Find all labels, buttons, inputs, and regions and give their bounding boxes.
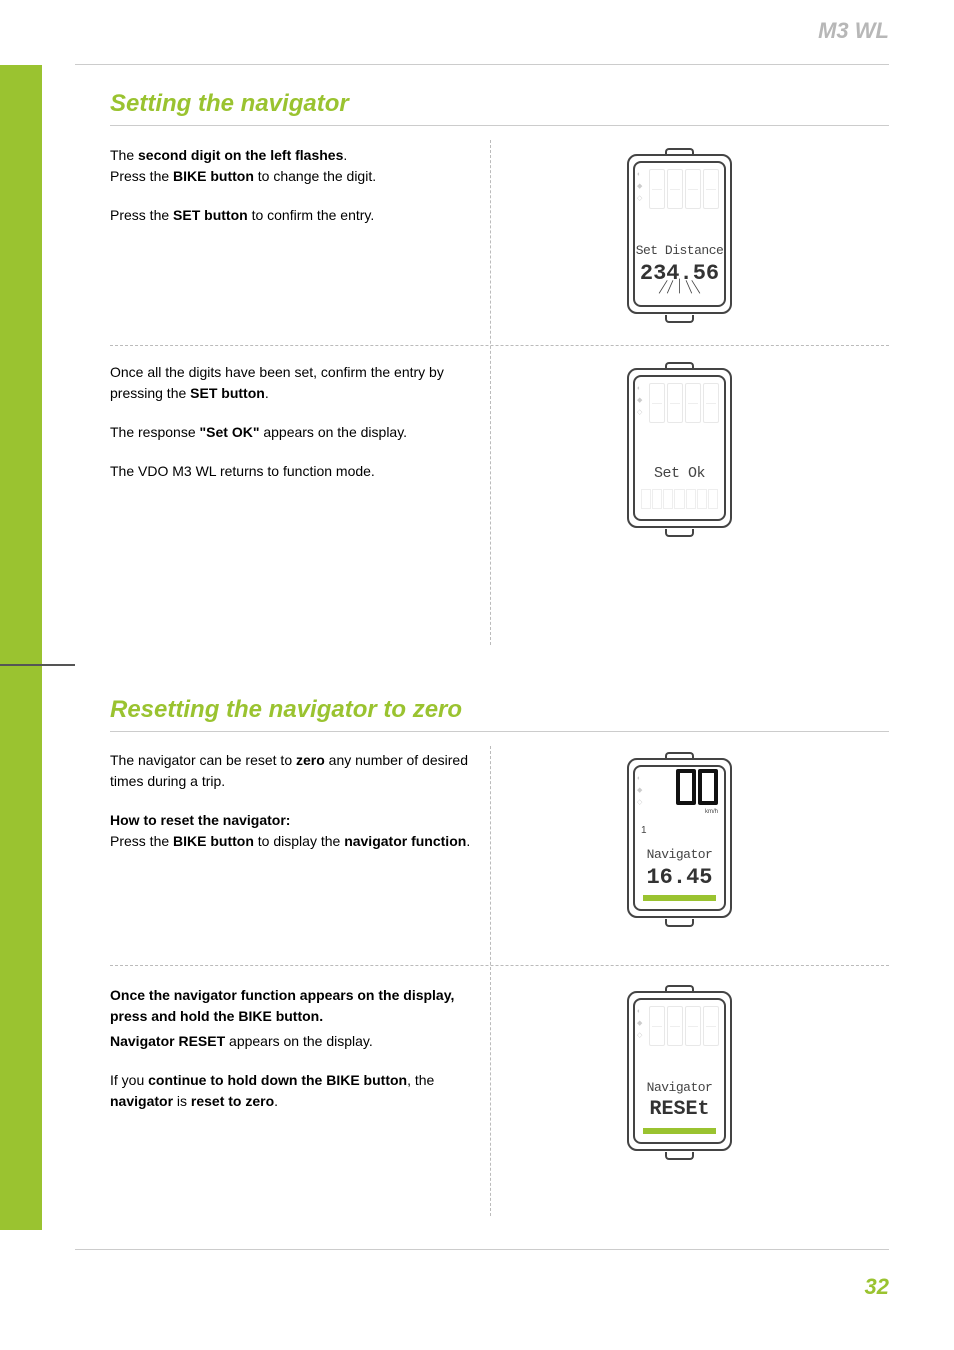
section-divider-rule: [0, 664, 75, 666]
text-bold: navigator function: [344, 833, 466, 849]
text: Press the: [110, 168, 173, 184]
section1-title: Setting the navigator: [110, 90, 349, 118]
section1-block1: The second digit on the left flashes. Pr…: [110, 145, 480, 244]
lcd-label: Navigator: [635, 1080, 724, 1095]
text: Press the: [110, 207, 173, 223]
header-rule: [75, 64, 889, 65]
accent-bar: [643, 895, 716, 901]
text-bold: SET button: [190, 385, 265, 401]
text-bold: second digit on the left flashes: [138, 147, 343, 163]
section2-block1: The navigator can be reset to zero any n…: [110, 750, 480, 852]
text-bold: BIKE button: [173, 168, 254, 184]
accent-bar: [643, 1128, 716, 1134]
horizontal-separator-2: [110, 965, 889, 966]
text: The navigator can be reset to: [110, 752, 296, 768]
lcd-indicator: 1: [641, 825, 647, 836]
text-bold: navigator: [110, 1093, 173, 1109]
text: to confirm the entry.: [248, 207, 375, 223]
text-bold: BIKE button: [173, 833, 254, 849]
lcd-unit: km/h: [705, 809, 718, 815]
text-bold: How to reset the navigator:: [110, 812, 290, 828]
lcd-value: RESEt: [635, 1098, 724, 1121]
text-bold: reset to zero: [191, 1093, 274, 1109]
text-bold: zero: [296, 752, 325, 768]
header-model: M3 WL: [818, 18, 889, 44]
text: The response: [110, 424, 200, 440]
text: .: [265, 385, 269, 401]
text: , the: [407, 1072, 434, 1088]
device-illustration-2: ◐◆◇ Set Ok: [627, 362, 732, 537]
section2-title: Resetting the navigator to zero: [110, 696, 462, 724]
footer-rule: [75, 1249, 889, 1250]
section1-rule: [110, 125, 889, 126]
text: Press the: [110, 833, 173, 849]
section1-block2: Once all the digits have been set, confi…: [110, 362, 480, 500]
lcd-label: Set Ok: [635, 465, 724, 482]
vertical-separator-2: [490, 746, 491, 1216]
sidebar-accent: [0, 65, 42, 1230]
horizontal-separator-1: [110, 345, 889, 346]
text: .: [274, 1093, 278, 1109]
text: Once all the digits have been set, confi…: [110, 364, 444, 401]
text: to display the: [254, 833, 344, 849]
arrow-icon: [655, 277, 704, 295]
text: If you: [110, 1072, 148, 1088]
device-illustration-1: ◐◆◇ Set Distance 234.56: [627, 148, 732, 323]
lcd-label: Navigator: [635, 847, 724, 862]
lcd-value: 16.45: [635, 865, 724, 890]
text: .: [343, 147, 347, 163]
section2-block2: Once the navigator function appears on t…: [110, 985, 480, 1130]
lcd-label: Set Distance: [635, 243, 724, 258]
text: to change the digit.: [254, 168, 376, 184]
device-illustration-3: ◐◆◇ km/h 1 Navigator 16.45: [627, 752, 732, 927]
page-number: 32: [865, 1274, 889, 1300]
text-bold: Navigator RESET: [110, 1033, 225, 1049]
text: is: [173, 1093, 191, 1109]
text: The: [110, 147, 138, 163]
section2-rule: [110, 731, 889, 732]
text-bold: continue to hold down the BIKE button: [148, 1072, 407, 1088]
text: appears on the display.: [225, 1033, 373, 1049]
text: .: [466, 833, 470, 849]
text-bold: SET button: [173, 207, 248, 223]
text-bold: Once the navigator function appears on t…: [110, 987, 454, 1024]
text: appears on the display.: [259, 424, 407, 440]
device-illustration-4: ◐◆◇ Navigator RESEt: [627, 985, 732, 1160]
text: The VDO M3 WL returns to function mode.: [110, 461, 480, 482]
vertical-separator-1: [490, 140, 491, 645]
text-bold: "Set OK": [200, 424, 260, 440]
